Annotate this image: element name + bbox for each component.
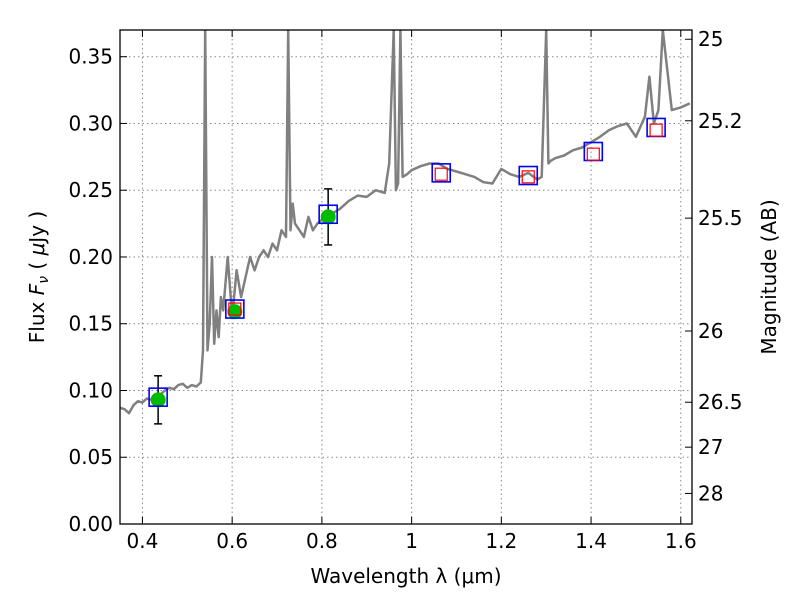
y2-tick-label: 26 [698,319,723,343]
y-axis-label-part: ν [36,276,52,284]
model-inner-marker [228,302,242,316]
plot-frame [119,29,693,525]
x-tick-label: 0.8 [306,529,338,553]
x-tick-label: 0.6 [216,529,248,553]
model-inner-marker [586,147,600,161]
model-inner-marker [649,123,663,137]
y-tick-label: 0.10 [68,378,113,402]
y-tick-label: 0.00 [68,512,113,536]
y2-tick-label: 27 [698,435,723,459]
y-axis-label-part: Jy ) [25,211,49,245]
data-layer [120,30,691,425]
model-inner-marker [521,170,535,184]
y2-axis-label: Magnitude (AB) [757,199,781,354]
model-inner-marker [434,167,448,181]
y-tick-label: 0.25 [68,178,113,202]
y-tick-label: 0.05 [68,445,113,469]
y2-tick-label: 25.2 [698,109,743,133]
model-box-marker [518,165,539,186]
y-tick-label: 0.15 [68,312,113,336]
y-axis-label-part: F [25,283,49,295]
model-box-marker [148,387,168,407]
x-tick-label: 1.2 [485,529,517,553]
model-box-marker [225,299,245,319]
y2-tick-label: 25 [698,27,723,51]
y2-tick-label: 28 [698,481,723,505]
y-axis-label: Flux Fν ( μJy ) [25,211,52,343]
model-box-marker [431,163,452,183]
x-axis-label: Wavelength λ (μm) [310,564,501,588]
x-tick-label: 0.4 [127,529,159,553]
tick-layer: 0.4 0.6 0.8 1 1.2 1.4 1.6 0.00 0.05 0.10 0.15 0.20 0… [68,27,742,553]
y2-tick-label: 26.5 [698,390,743,414]
observed-point [320,209,336,225]
y-axis-label-part: μ [25,243,49,257]
y-axis-label-part: Flux [25,295,49,343]
model-box-marker [318,204,338,225]
template-spectrum-line [120,30,691,415]
x-tick-label: 1 [405,529,418,553]
observed-point [227,304,243,320]
x-tick-label: 1.6 [665,529,697,553]
x-tick-label: 1.4 [575,529,607,553]
y-tick-label: 0.20 [68,245,113,269]
y2-tick-label: 25.5 [698,206,743,230]
y-tick-label: 0.35 [68,45,113,69]
observed-point [150,392,166,408]
y-tick-label: 0.30 [68,111,113,135]
y-axis-label-part: ( [25,255,49,276]
